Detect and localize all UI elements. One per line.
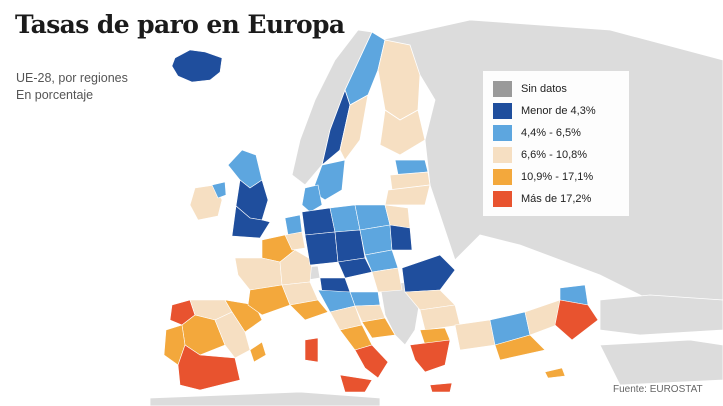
subtitle-line-1: UE-28, por regiones xyxy=(16,71,128,85)
source-note: Fuente: EUROSTAT xyxy=(613,384,703,395)
region-iberia xyxy=(163,299,267,391)
legend-item-mas-17-2: Más de 17,2% xyxy=(493,191,591,207)
legend-label: Sin datos xyxy=(521,83,567,95)
legend-swatch xyxy=(493,147,512,163)
legend-item-6-6-10-8: 6,6% - 10,8% xyxy=(493,147,587,163)
region-benelux xyxy=(284,214,306,251)
region-italy xyxy=(304,289,389,393)
region-sweden xyxy=(311,31,386,201)
subtitle: UE-28, por regiones En porcentaje xyxy=(16,70,128,104)
legend-item-4-4-6-5: 4,4% - 6,5% xyxy=(493,125,581,141)
region-germany xyxy=(301,204,366,266)
region-croatia xyxy=(354,304,396,339)
legend-label: Menor de 4,3% xyxy=(521,105,596,117)
region-iceland xyxy=(171,49,223,83)
legend-label: Más de 17,2% xyxy=(521,193,592,205)
region-turkey xyxy=(454,284,599,361)
region-cyprus xyxy=(544,367,566,379)
region-baltics xyxy=(384,159,431,206)
legend-swatch xyxy=(493,125,512,141)
legend-swatch xyxy=(493,191,512,207)
region-finland xyxy=(377,39,426,156)
region-uk-ireland xyxy=(189,149,271,239)
legend-label: 4,4% - 6,5% xyxy=(521,127,581,139)
region-greece xyxy=(409,327,453,393)
region-france xyxy=(234,234,329,321)
legend-item-10-9-17-1: 10,9% - 17,1% xyxy=(493,169,593,185)
region-romania-bulgaria xyxy=(401,254,461,331)
legend-label: 10,9% - 17,1% xyxy=(521,171,594,183)
page-title: Tasas de paro en Europa xyxy=(15,10,345,39)
legend-swatch xyxy=(493,81,512,97)
subtitle-line-2: En porcentaje xyxy=(16,88,94,102)
region-denmark xyxy=(301,184,323,213)
legend-item-sin-datos: Sin datos xyxy=(493,81,567,97)
legend-swatch xyxy=(493,169,512,185)
region-poland xyxy=(354,204,413,256)
legend-item-menor-4-3: Menor de 4,3% xyxy=(493,103,596,119)
legend-swatch xyxy=(493,103,512,119)
legend-label: 6,6% - 10,8% xyxy=(521,149,588,161)
legend: Sin datos Menor de 4,3% 4,4% - 6,5% 6,6%… xyxy=(483,71,629,216)
